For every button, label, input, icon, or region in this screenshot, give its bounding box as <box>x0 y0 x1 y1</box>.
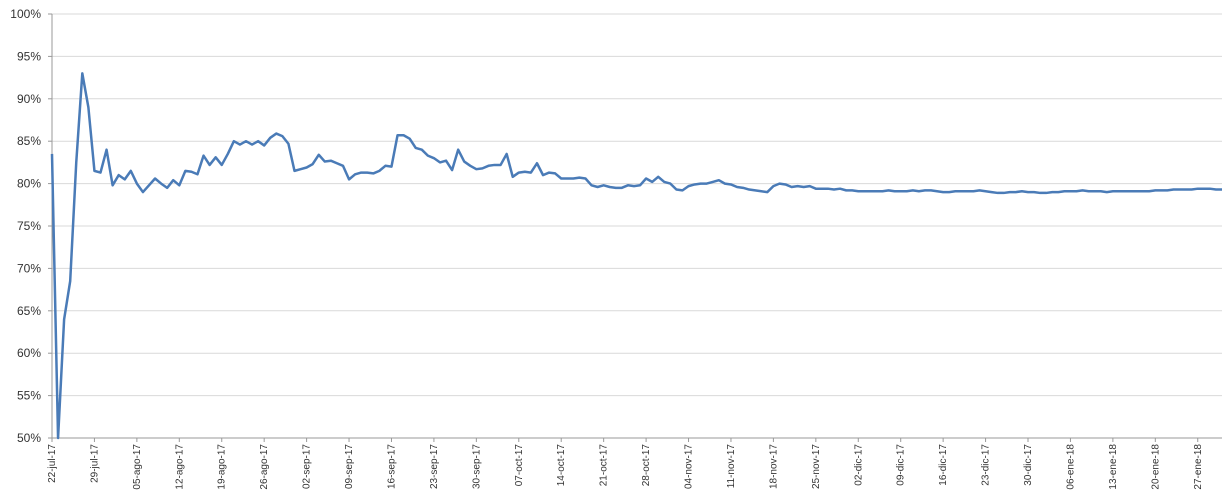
x-tick-label: 23-sep-17 <box>429 444 440 489</box>
y-tick-label: 55% <box>17 389 41 403</box>
y-tick-label: 80% <box>17 177 41 191</box>
x-tick-label: 13-ene-18 <box>1108 444 1119 490</box>
x-tick-label: 09-dic-17 <box>896 444 907 486</box>
x-tick-label: 02-dic-17 <box>853 444 864 486</box>
x-tick-label: 16-sep-17 <box>386 444 397 489</box>
y-tick-label: 70% <box>17 261 41 275</box>
y-tick-label: 95% <box>17 49 41 63</box>
x-tick-label: 11-nov-17 <box>726 444 737 489</box>
y-tick-label: 100% <box>10 7 41 21</box>
y-tick-label: 60% <box>17 346 41 360</box>
x-tick-label: 18-nov-17 <box>768 444 779 489</box>
x-tick-label: 28-oct-17 <box>641 444 652 487</box>
x-tick-label: 07-oct-17 <box>514 444 525 487</box>
data-line <box>50 72 1222 440</box>
x-tick-label: 12-ago-17 <box>174 444 185 490</box>
x-tick-label: 20-ene-18 <box>1150 444 1161 490</box>
x-tick-label: 25-nov-17 <box>811 444 822 489</box>
x-tick-label: 23-dic-17 <box>981 444 992 486</box>
x-tick-label: 14-oct-17 <box>556 444 567 487</box>
y-tick-label: 75% <box>17 219 41 233</box>
x-tick-label: 02-sep-17 <box>302 444 313 489</box>
x-tick-label: 09-sep-17 <box>344 444 355 489</box>
x-tick-label: 22-jul-17 <box>47 444 58 483</box>
x-tick-label: 16-dic-17 <box>938 444 949 486</box>
x-tick-label: 27-ene-18 <box>1193 444 1204 490</box>
x-tick-label: 04-nov-17 <box>684 444 695 489</box>
x-tick-label: 19-ago-17 <box>217 444 228 490</box>
y-tick-label: 50% <box>17 431 41 445</box>
y-tick-label: 90% <box>17 92 41 106</box>
x-tick-label: 05-ago-17 <box>132 444 143 490</box>
x-tick-label: 26-ago-17 <box>259 444 270 490</box>
y-tick-label: 85% <box>17 134 41 148</box>
x-tick-label: 30-sep-17 <box>471 444 482 489</box>
y-tick-label: 65% <box>17 304 41 318</box>
x-tick-label: 06-ene-18 <box>1065 444 1076 490</box>
x-tick-label: 21-oct-17 <box>599 444 610 487</box>
x-tick-label: 30-dic-17 <box>1023 444 1034 486</box>
x-tick-label: 29-jul-17 <box>89 444 100 483</box>
